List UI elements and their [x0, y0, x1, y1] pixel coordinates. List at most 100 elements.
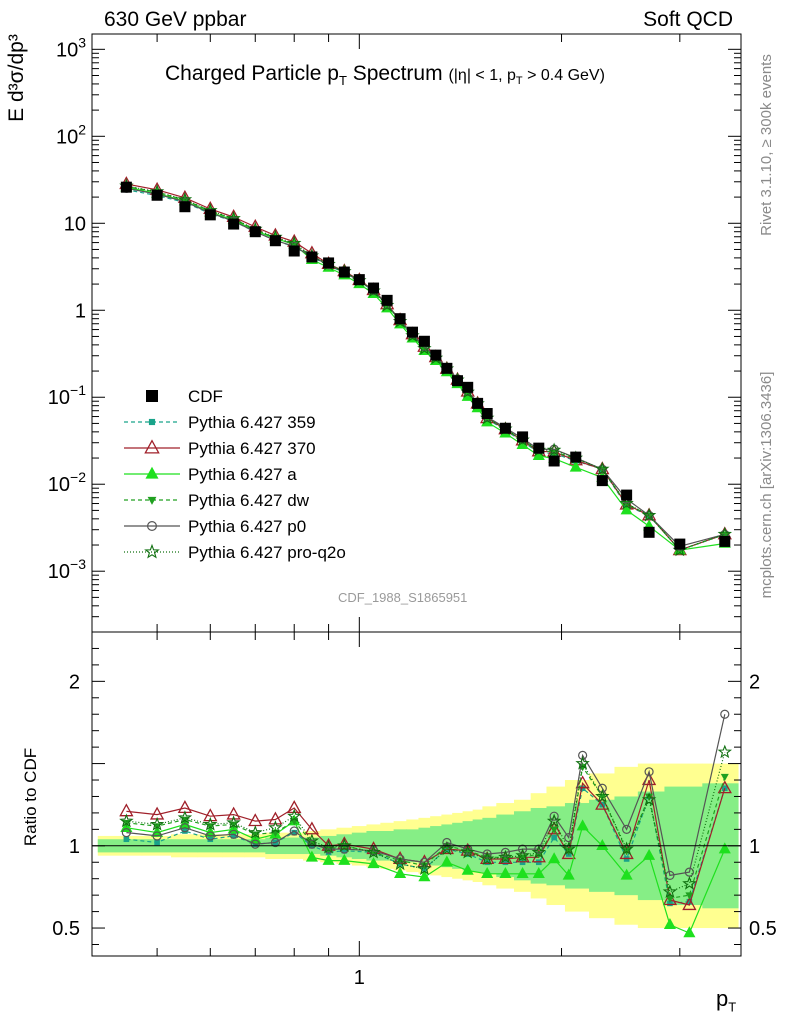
- data-point-cdf: [570, 451, 582, 463]
- plot-title-end: Spectrum: [346, 62, 443, 85]
- data-point-cdf: [407, 326, 419, 338]
- ratio-series-marker: [205, 831, 215, 841]
- ratio-series-marker: [502, 859, 509, 866]
- x-axis-label-text: p: [716, 986, 729, 1011]
- main-series-marker: [569, 460, 582, 472]
- ratio-series-marker: [517, 844, 528, 854]
- ratio-series-marker: [338, 853, 351, 865]
- x-tick-label: 1: [354, 967, 365, 989]
- data-point-cdf: [472, 397, 484, 409]
- axes-ticks: 10−3 10−2 10−1 1 10 102 103 0.5 0.5 1 1 2 2 1: [48, 34, 777, 989]
- ratio-series-marker: [250, 839, 260, 849]
- ratio-series-marker: [549, 811, 559, 821]
- main-panel-data-points: [120, 181, 731, 550]
- data-point-cdf: [120, 181, 132, 193]
- ratio-series-marker: [307, 839, 317, 849]
- data-point-cdf: [517, 431, 529, 443]
- data-point-cdf: [462, 381, 474, 393]
- main-series-marker: [720, 531, 729, 539]
- ratio-series-marker: [230, 833, 237, 839]
- ratio-series-marker: [337, 838, 352, 853]
- data-point-cdf: [151, 189, 163, 201]
- ratio-series-marker: [323, 844, 334, 854]
- ratio-series-6: [119, 744, 732, 898]
- ratio-series-marker: [720, 773, 729, 782]
- data-point-cdf: [674, 538, 686, 550]
- ratio-series-marker: [480, 851, 495, 866]
- ratio-series-marker: [268, 811, 283, 825]
- main-series-line: [126, 187, 725, 547]
- ratio-series-marker: [718, 842, 731, 854]
- legend-label: Pythia 6.427 370: [188, 439, 316, 458]
- y-tick-label-main: 103: [56, 34, 86, 61]
- data-point-cdf: [643, 526, 655, 538]
- y-tick-label-ratio-right: 1: [749, 836, 760, 858]
- ratio-series-marker: [291, 829, 298, 836]
- ratio-series-marker: [248, 824, 263, 839]
- legend-marker: [144, 439, 160, 454]
- data-point-cdf: [288, 245, 300, 257]
- ratio-series-marker: [546, 813, 562, 828]
- ratio-series-marker: [720, 709, 730, 719]
- y-tick-label-main: 10−3: [48, 556, 86, 583]
- ratio-series-marker: [531, 844, 546, 859]
- ratio-series-marker: [339, 844, 349, 854]
- data-point-cdf: [418, 335, 430, 347]
- main-series-marker: [620, 503, 633, 515]
- ratio-series-marker: [180, 823, 190, 833]
- ratio-series-marker: [482, 849, 492, 859]
- data-point-cdf: [533, 442, 545, 454]
- main-series-marker: [595, 461, 610, 476]
- plot-title-cut-text: (|η| < 1, p: [448, 67, 516, 84]
- ratio-series-marker: [394, 867, 407, 879]
- legend-item: Pythia 6.427 359: [124, 413, 316, 432]
- ratio-series-marker: [667, 900, 673, 907]
- ratio-series-marker: [662, 884, 678, 898]
- ratio-series-marker: [439, 841, 455, 856]
- plot-title-main: Charged Particle p: [165, 62, 339, 85]
- ratio-panel-frame: [91, 631, 742, 957]
- ratio-series-marker: [341, 847, 348, 854]
- ratio-series-marker: [578, 750, 588, 760]
- legend-marker: [144, 543, 160, 559]
- ratio-series-marker: [304, 833, 320, 847]
- ratio-series-marker: [663, 918, 676, 930]
- ratio-series-marker: [665, 895, 674, 903]
- ratio-series-marker: [287, 800, 302, 814]
- ratio-series-marker: [149, 816, 165, 831]
- ratio-series-marker: [203, 808, 218, 822]
- x-axis-label-sub: T: [728, 999, 737, 1015]
- ratio-series-marker: [119, 813, 134, 828]
- ratio-series-marker: [177, 810, 193, 824]
- ratio-series-marker: [395, 854, 405, 864]
- y-axis-label-main: E d³σ/dp³: [5, 34, 28, 122]
- ratio-panel-series: [119, 709, 732, 938]
- legend-item: Pythia 6.427 dw: [124, 491, 310, 510]
- ratio-series-marker: [366, 844, 381, 859]
- data-point-cdf: [323, 257, 335, 269]
- y-tick-label-main: 102: [56, 121, 86, 148]
- rivet-label: Rivet 3.1.10, ≥ 300k events: [758, 54, 775, 236]
- data-point-cdf: [338, 266, 350, 278]
- data-point-cdf: [548, 455, 560, 467]
- main-series-marker: [546, 442, 562, 457]
- ratio-series-marker: [226, 806, 241, 820]
- ratio-series-marker: [686, 898, 693, 905]
- legend-marker: [148, 418, 156, 426]
- y-tick-label-ratio-right: 2: [749, 671, 760, 693]
- ratio-series-marker: [123, 836, 130, 843]
- ratio-series-marker: [419, 857, 430, 867]
- plot-title-cut: (|η| < 1, pT > 0.4 GeV): [448, 67, 604, 87]
- data-point-cdf: [353, 274, 365, 286]
- main-series-marker: [619, 495, 634, 510]
- y-tick-label-ratio: 1: [69, 836, 80, 858]
- data-point-cdf: [368, 282, 380, 294]
- ratio-series-marker: [440, 855, 453, 867]
- data-point-cdf: [381, 294, 393, 306]
- ratio-series-marker: [685, 892, 694, 900]
- energy-label: 630 GeV ppbar: [104, 8, 247, 31]
- ratio-series-marker: [682, 876, 697, 890]
- ratio-series-marker: [662, 892, 678, 906]
- data-point-cdf: [228, 218, 240, 230]
